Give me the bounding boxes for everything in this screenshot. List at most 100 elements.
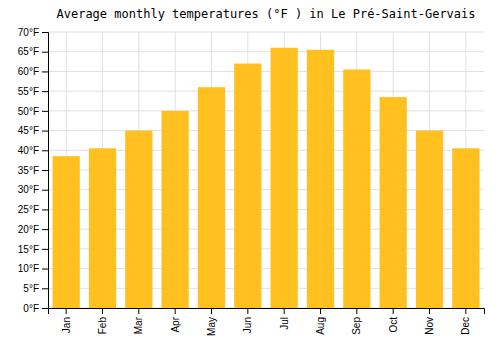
tick-mark [247, 308, 248, 314]
tick-label: Sep [351, 317, 362, 335]
tick-mark [66, 308, 67, 314]
bar [343, 69, 370, 308]
tick-mark [42, 71, 48, 72]
tick: Sep [351, 308, 362, 335]
tick: Apr [170, 308, 181, 333]
tick-mark [138, 308, 139, 314]
tick-label: 50°F [18, 106, 39, 117]
tick: Aug [315, 308, 326, 335]
tick-mark [42, 249, 48, 250]
bar [162, 111, 189, 308]
title: Average monthly temperatures (°F ) in Le… [56, 7, 475, 21]
grid-line [48, 51, 484, 52]
tick-mark [429, 308, 430, 314]
tick-label: 35°F [18, 165, 39, 176]
tick-mark [42, 131, 48, 132]
bar [89, 148, 116, 308]
tick-mark [42, 32, 48, 33]
tick: Dec [460, 308, 471, 335]
tick-label: 0°F [23, 303, 39, 314]
tick: 10°F [18, 263, 48, 274]
tick-mark [102, 308, 103, 314]
tick-label: Jun [242, 317, 253, 333]
tick-label: 60°F [18, 66, 39, 77]
tick: Jun [242, 308, 253, 333]
tick-mark [42, 190, 48, 191]
y-axis: 0°F 5°F 10°F 15°F 20°F 25°F 30°F 35°F 40°F 45°F 50… [18, 27, 49, 314]
tick-label: Mar [133, 316, 144, 334]
tick-label: Apr [170, 316, 181, 332]
grid [48, 32, 484, 308]
tick-mark [175, 308, 176, 314]
tick: 30°F [18, 184, 48, 195]
tick: 35°F [18, 165, 48, 176]
tick-mark [42, 170, 48, 171]
tick-label: Feb [97, 317, 108, 335]
tick-label: 55°F [18, 86, 39, 97]
tick: 55°F [18, 86, 48, 97]
tick: Nov [424, 308, 435, 335]
bar [234, 64, 261, 308]
tick-mark [42, 288, 48, 289]
tick: 0°F [23, 303, 48, 314]
tick-label: 70°F [18, 27, 39, 38]
tick-label: 45°F [18, 125, 39, 136]
tick-label: Nov [424, 317, 435, 335]
tick-label: May [206, 317, 217, 336]
tick-label: 5°F [23, 283, 39, 294]
tick-label: Dec [460, 317, 471, 335]
bar [416, 131, 443, 308]
bar [125, 131, 152, 308]
tick: May [206, 308, 217, 336]
tick-label: 30°F [18, 184, 39, 195]
bar [271, 48, 298, 308]
tick: 20°F [18, 224, 48, 235]
tick: 25°F [18, 204, 48, 215]
tick-mark [42, 229, 48, 230]
tick-mark [42, 91, 48, 92]
tick: 50°F [18, 106, 48, 117]
bar [452, 148, 479, 308]
tick-mark [42, 308, 48, 309]
tick-label: Jan [61, 317, 72, 333]
tick-mark [211, 308, 212, 314]
grid-line [48, 110, 484, 111]
tick: 45°F [18, 125, 48, 136]
grid-line [48, 32, 484, 33]
tick-label: Jul [279, 317, 290, 330]
tick-label: Oct [388, 317, 399, 333]
tick: Oct [388, 308, 399, 333]
axis-line [42, 33, 49, 309]
tick: Jul [279, 308, 290, 330]
tick-label: 20°F [18, 224, 39, 235]
plot: 0°F 5°F 10°F 15°F 20°F 25°F 30°F 35°F 40°F 45°F 50… [18, 27, 485, 336]
tick-mark [42, 209, 48, 210]
tick: 65°F [18, 46, 48, 57]
tick-mark [465, 308, 466, 314]
tick: Jan [61, 308, 72, 333]
bar [380, 97, 407, 308]
tick-mark [284, 308, 285, 314]
tick-label: 10°F [18, 263, 39, 274]
tick: 60°F [18, 66, 48, 77]
bar [307, 50, 334, 308]
tick-mark [42, 150, 48, 151]
bar [198, 87, 225, 308]
tick-label: Aug [315, 317, 326, 335]
tick: 40°F [18, 145, 48, 156]
grid-line [48, 91, 484, 92]
tick-label: 65°F [18, 46, 39, 57]
tick-label: 40°F [18, 145, 39, 156]
tick: Mar [133, 308, 144, 334]
x-axis: Jan Feb Mar Apr May Jun Jul Aug Sep Oct Nov Dec [49, 308, 485, 336]
tick-mark [42, 111, 48, 112]
tick-label: 15°F [18, 244, 39, 255]
bar [53, 156, 80, 308]
tick-mark [356, 308, 357, 314]
tick: Feb [97, 308, 108, 334]
tick-label: 25°F [18, 204, 39, 215]
grid-line [48, 71, 484, 72]
chart: 0°F 5°F 10°F 15°F 20°F 25°F 30°F 35°F 40°F 45°F 50… [0, 0, 500, 350]
tick: 70°F [18, 27, 48, 38]
tick-mark [320, 308, 321, 314]
